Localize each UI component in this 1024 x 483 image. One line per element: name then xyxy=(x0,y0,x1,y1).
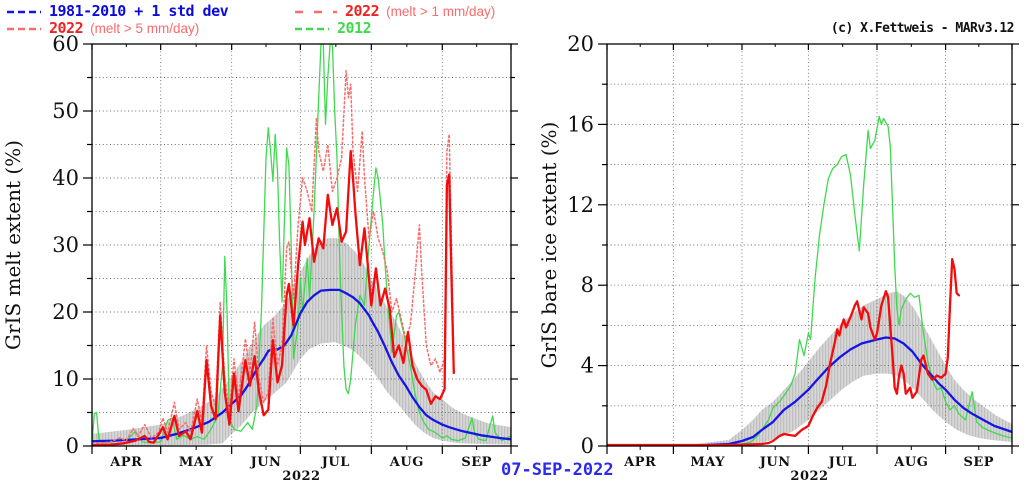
legend-label-climatology: 1981-2010 + 1 std dev xyxy=(49,2,229,20)
svg-text:JUN: JUN xyxy=(250,455,282,470)
legend-label-2022-melt1: 2022 xyxy=(345,2,380,20)
svg-text:40: 40 xyxy=(52,166,79,190)
legend-line-2022-melt1 xyxy=(295,10,337,14)
svg-text:20: 20 xyxy=(52,300,79,324)
svg-text:2022: 2022 xyxy=(790,469,828,483)
svg-text:0: 0 xyxy=(581,434,594,458)
svg-text:AUG: AUG xyxy=(389,455,424,470)
credit-text: (c) X.Fettweis - MARv3.12 xyxy=(830,21,1015,36)
svg-text:SEP: SEP xyxy=(461,455,492,470)
svg-text:50: 50 xyxy=(52,99,79,123)
svg-text:APR: APR xyxy=(623,455,656,470)
svg-text:GrIS bare ice extent (%): GrIS bare ice extent (%) xyxy=(537,122,561,369)
svg-text:16: 16 xyxy=(567,112,594,136)
svg-text:0: 0 xyxy=(66,434,79,458)
legend-suffix-2022-melt5: (melt > 5 mm/day) xyxy=(90,20,200,36)
svg-text:MAY: MAY xyxy=(179,455,214,470)
svg-text:8: 8 xyxy=(581,273,594,297)
svg-text:JUN: JUN xyxy=(759,455,791,470)
melt-extent-chart: 0 10 20 30 40 50 60 APR MAY JUN JUL AUG SEP 2022 GrIS … xyxy=(1,32,518,483)
svg-text:GrIS melt extent (%): GrIS melt extent (%) xyxy=(1,140,25,350)
svg-text:JUL: JUL xyxy=(828,455,857,470)
legend-line-2022-melt5 xyxy=(7,27,41,31)
svg-text:AUG: AUG xyxy=(893,455,928,470)
legend-item-climatology: 1981-2010 + 1 std dev xyxy=(6,2,229,20)
legend-label-2012: 2012 xyxy=(337,19,372,37)
svg-text:4: 4 xyxy=(581,354,594,378)
svg-text:JUL: JUL xyxy=(321,455,350,470)
svg-text:60: 60 xyxy=(52,32,79,56)
legend-item-2022-melt1: 2022 (melt > 1 mm/day) xyxy=(294,2,495,20)
svg-text:APR: APR xyxy=(109,455,142,470)
svg-text:2022: 2022 xyxy=(282,469,320,483)
svg-text:MAY: MAY xyxy=(690,455,725,470)
legend-label-2022-melt5: 2022 xyxy=(49,19,84,37)
date-label: 07-SEP-2022 xyxy=(501,460,614,480)
svg-text:20: 20 xyxy=(567,32,594,56)
legend-item-2012: 2012 xyxy=(294,19,372,37)
legend-suffix-2022-melt1: (melt > 1 mm/day) xyxy=(386,3,496,19)
legend-line-2012 xyxy=(295,27,329,31)
bare-ice-chart: 0 4 8 12 16 20 APR MAY JUN JUL AUG SEP 2022 GrIS bare… xyxy=(537,32,1019,483)
svg-text:10: 10 xyxy=(52,367,79,391)
svg-text:SEP: SEP xyxy=(964,455,995,470)
svg-text:30: 30 xyxy=(52,233,79,257)
legend-line-climatology xyxy=(7,10,41,14)
svg-text:12: 12 xyxy=(567,193,594,217)
legend-item-2022-melt5: 2022 (melt > 5 mm/day) xyxy=(6,19,199,37)
